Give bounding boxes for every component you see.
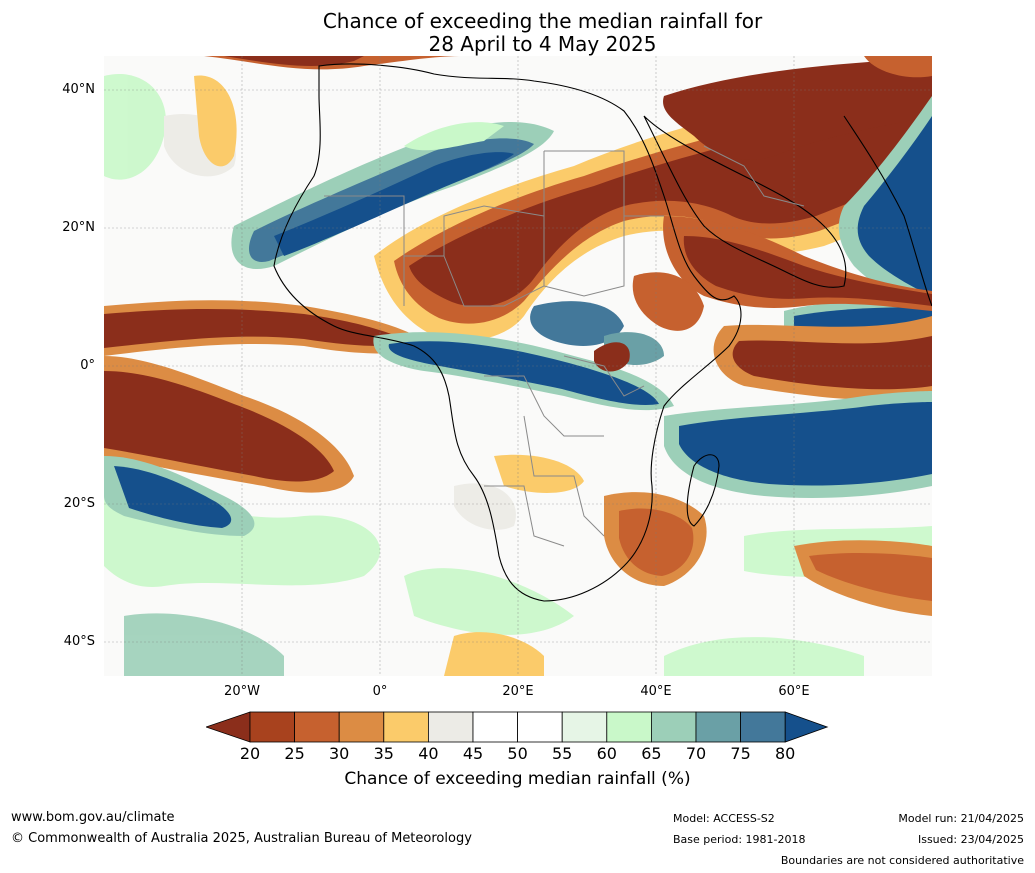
title-line-2: 28 April to 4 May 2025 — [428, 32, 657, 56]
lon-label-0: 0° — [372, 684, 388, 699]
colorbar-title: Chance of exceeding median rainfall (%) — [344, 769, 691, 789]
footer-copyright: © Commonwealth of Australia 2025, Austra… — [11, 831, 472, 846]
footer-website: www.bom.gov.au/climate — [11, 810, 175, 825]
colorbar-segment — [606, 711, 652, 743]
chart-title: Chance of exceeding the median rainfall … — [0, 10, 1035, 56]
colorbar-tick-label: 70 — [685, 744, 707, 763]
colorbar-segment — [650, 711, 697, 743]
dry-equatorial-atlantic — [104, 300, 434, 493]
wet-region-equatorial-africa — [373, 301, 674, 411]
colorbar-tick-label: 50 — [507, 744, 528, 763]
lat-label-40s: 40°S — [63, 634, 95, 649]
lat-label-20n: 20°N — [62, 220, 95, 235]
dry-region-southeast — [444, 454, 932, 676]
lon-label-60e: 60°E — [778, 684, 810, 699]
title-line-1: Chance of exceeding the median rainfall … — [322, 9, 763, 33]
colorbar-segment — [517, 711, 563, 743]
colorbar-segment — [383, 711, 429, 743]
graticule — [104, 56, 932, 676]
footer-model-run: Model run: 21/04/2025 — [898, 812, 1024, 825]
colorbar — [206, 711, 829, 743]
colorbar-segment — [472, 711, 518, 743]
colorbar-segment — [561, 711, 608, 743]
lat-label-40n: 40°N — [62, 82, 95, 97]
lon-label-20e: 20°E — [502, 684, 534, 699]
colorbar-tick-label: 40 — [418, 744, 439, 763]
lon-label-40e: 40°E — [640, 684, 672, 699]
colorbar-arrow-right — [784, 711, 829, 743]
colorbar-tick-label: 25 — [284, 744, 305, 763]
colorbar-tick-label: 60 — [596, 744, 617, 763]
wet-band-north — [231, 121, 555, 270]
wet-region-south-atlantic — [104, 456, 255, 536]
colorbar-tick-label: 45 — [462, 744, 484, 763]
colorbar-tick-label: 80 — [775, 744, 796, 763]
coastlines — [273, 63, 932, 602]
colorbar-tick-label: 75 — [730, 744, 751, 763]
colorbar-tick-label: 55 — [552, 744, 573, 763]
dry-region-north — [194, 56, 932, 341]
footer-model: Model: ACCESS-S2 — [673, 812, 775, 825]
footer-disclaimer: Boundaries are not considered authoritat… — [780, 854, 1024, 867]
colorbar-segment — [338, 711, 385, 743]
footer-base-period: Base period: 1981-2018 — [673, 833, 806, 846]
country-boundaries — [324, 145, 805, 547]
colorbar-tick-label: 65 — [641, 744, 662, 763]
colorbar-segment — [695, 711, 741, 743]
lon-label-20w: 20°W — [224, 684, 260, 699]
colorbar-tick-label: 35 — [373, 744, 394, 763]
colorbar-tick-label: 30 — [329, 744, 350, 763]
colorbar-segment — [740, 711, 786, 743]
colorbar-segment — [294, 711, 340, 743]
lat-label-20s: 20°S — [63, 496, 95, 511]
colorbar-segment — [249, 711, 295, 743]
colorbar-tick-label: 20 — [239, 744, 261, 763]
rainfall-map — [104, 56, 932, 676]
colorbar-segment — [427, 711, 474, 743]
wet-region-indian-ocean — [664, 391, 932, 498]
colorbar-arrow-left — [206, 711, 251, 743]
dry-region-east-africa — [594, 272, 704, 372]
lat-label-0: 0° — [80, 358, 95, 373]
footer-issued: Issued: 23/04/2025 — [917, 833, 1024, 846]
